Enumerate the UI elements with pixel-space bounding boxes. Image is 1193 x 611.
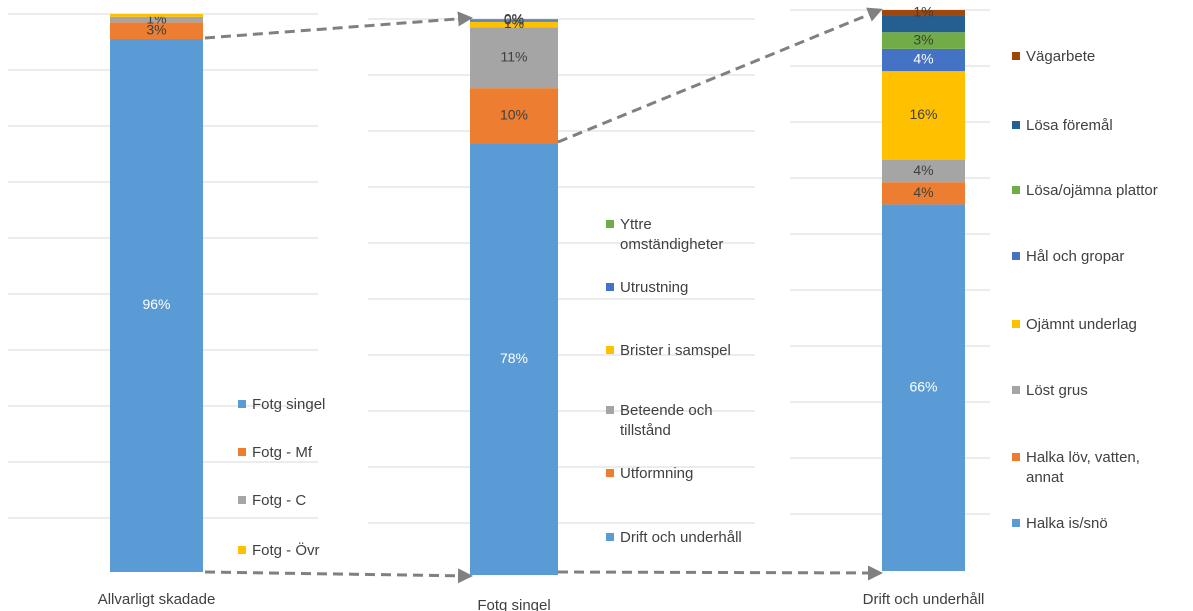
legend-swatch-vagarbete — [1012, 52, 1020, 60]
connector-bottom-2 — [557, 565, 883, 581]
legend-swatch-ojamnt-underlag — [1012, 320, 1020, 328]
data-label-vagarbete: 1% — [913, 3, 933, 19]
legend-swatch-hal-och-gropar — [1012, 252, 1020, 260]
connector-top-1 — [204, 11, 473, 40]
legend-swatch-halka-is-sno — [1012, 519, 1020, 527]
data-label-losa-ojamna-plattor: 3% — [913, 31, 933, 47]
legend-swatch-fotg-mf — [238, 448, 246, 456]
connector-top-2 — [557, 7, 883, 144]
legend-label-fotg-mf: Fotg - Mf — [252, 444, 313, 461]
bar-segment-halka-is-sno — [882, 204, 965, 571]
data-label-beteende-och-tillstand: 11% — [501, 48, 528, 64]
legend-swatch-fotg-c — [238, 496, 246, 504]
legend-label-fotg-ovr: Fotg - Övr — [252, 541, 320, 559]
legend-swatch-drift-och-underhall — [606, 533, 614, 541]
bar-segment-losa-ojamna-plattor — [882, 32, 965, 49]
bar-segment-fotg-ovr — [110, 14, 203, 17]
bar-segment-fotg-mf — [110, 22, 203, 39]
legend-label-fotg-singel: Fotg singel — [252, 396, 325, 413]
data-label-ojamnt-underlag: 16% — [909, 106, 937, 122]
legend-label-halka-is-sno: Halka is/snö — [1026, 515, 1108, 532]
bar-segment-utrustning — [470, 20, 558, 22]
bar-segment-brister-i-samspel — [470, 21, 558, 28]
legend-label-losa-foremal: Lösa föremål — [1026, 117, 1113, 134]
bar-segment-yttre-omstandigheter — [470, 19, 558, 21]
legend-label-drift-och-underhall: Drift och underhåll — [620, 529, 742, 546]
data-label-hal-och-gropar: 4% — [913, 51, 933, 67]
bar-segment-fotg-singel — [110, 38, 203, 573]
bar-segment-beteende-och-tillstand — [470, 27, 558, 89]
data-label-fotg-singel: 96% — [142, 296, 170, 312]
bar-segment-vagarbete — [882, 10, 965, 16]
legend-swatch-brister-i-samspel — [606, 346, 614, 354]
bar-segment-ojamnt-underlag — [882, 71, 965, 160]
legend-swatch-lost-grus — [1012, 386, 1020, 394]
bar-segment-fotg-c — [110, 16, 203, 23]
data-label-drift-och-underhall: 78% — [500, 350, 528, 366]
category-label-allvarligt-skadade: Allvarligt skadade — [98, 591, 216, 608]
bar-segment-lost-grus — [882, 159, 965, 183]
category-label-drift-och-underhall: Drift och underhåll — [863, 591, 985, 608]
legend-label-halka-lov-vatten-annat: Halka löv, vatten, annat — [1026, 449, 1140, 486]
bar-segment-drift-och-underhall — [470, 143, 558, 576]
legend-label-beteende-och-tillstand: Beteende och tillstånd — [620, 402, 713, 439]
data-label-fotg-mf: 3% — [146, 21, 166, 37]
data-label-utformning: 10% — [500, 107, 528, 123]
legend-swatch-fotg-ovr — [238, 546, 246, 554]
bar-segment-hal-och-gropar — [882, 48, 965, 72]
category-label-fotg-singel: Fotg singel — [477, 597, 550, 611]
legend-label-ojamnt-underlag: Ojämnt underlag — [1026, 316, 1137, 333]
data-label-fotg-c: 1% — [146, 10, 166, 26]
legend-label-vagarbete: Vägarbete — [1026, 48, 1095, 65]
data-label-halka-lov-vatten-annat: 4% — [913, 184, 933, 200]
legend-swatch-beteende-och-tillstand — [606, 406, 614, 414]
legend-swatch-losa-ojamna-plattor — [1012, 186, 1020, 194]
data-label-halka-is-sno: 66% — [909, 378, 937, 394]
legend-swatch-utrustning — [606, 283, 614, 291]
bar-segment-losa-foremal — [882, 15, 965, 33]
legend-swatch-utformning — [606, 469, 614, 477]
legend-label-brister-i-samspel: Brister i samspel — [620, 342, 731, 359]
legend-label-losa-ojamna-plattor: Lösa/ojämna plattor — [1026, 182, 1158, 199]
legend-label-hal-och-gropar: Hål och gropar — [1026, 248, 1124, 265]
legend-label-lost-grus: Löst grus — [1026, 382, 1088, 399]
legend-label-fotg-c: Fotg - C — [252, 492, 306, 509]
legend-label-utrustning: Utrustning — [620, 279, 688, 296]
legend-swatch-halka-lov-vatten-annat — [1012, 453, 1020, 461]
legend-swatch-losa-foremal — [1012, 121, 1020, 129]
data-label-lost-grus: 4% — [913, 162, 933, 178]
bar-segment-utformning — [470, 88, 558, 144]
legend-label-yttre-omstandigheter: Yttre omständigheter — [620, 216, 723, 253]
connector-bottom-1 — [204, 568, 473, 584]
bar-segment-halka-lov-vatten-annat — [882, 182, 965, 205]
legend-label-utformning: Utformning — [620, 465, 693, 482]
legend-swatch-yttre-omstandigheter — [606, 220, 614, 228]
legend-swatch-fotg-singel — [238, 400, 246, 408]
data-label-yttre-omstandigheter: 0% — [504, 10, 524, 26]
